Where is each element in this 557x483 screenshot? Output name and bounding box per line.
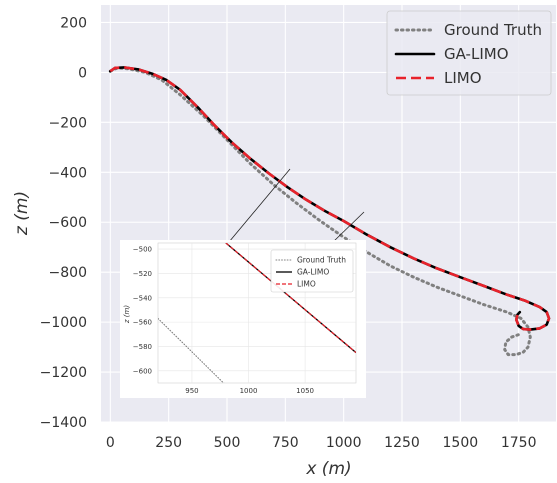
y-tick-label-6: −1000	[40, 315, 87, 331]
series-line-limo	[109, 66, 551, 331]
x-tick-label-0: 0	[106, 435, 115, 451]
inset-legend-label-1: GA-LIMO	[297, 268, 329, 277]
series-line-ground-truth	[108, 66, 532, 357]
legend: Ground Truth GA-LIMO LIMO	[386, 10, 552, 96]
zoom-connector-left	[228, 168, 291, 243]
y-tick-label-4: −600	[49, 215, 87, 231]
zoom-connector-right	[332, 211, 365, 243]
inset-legend-label-0: Ground Truth	[297, 256, 346, 265]
inset-x-tick-label-1: 1000	[240, 387, 258, 395]
inset-y-tick-label-2: −540	[133, 294, 152, 302]
y-tick-label-5: −800	[49, 265, 87, 281]
y-tick-label-7: −1200	[40, 365, 87, 381]
x-tick-label-7: 1750	[501, 435, 537, 451]
x-tick-label-1: 250	[155, 435, 182, 451]
inset-x-tick-labels: 950 1000 1050	[185, 387, 314, 395]
inset-series-line-ground-truth	[158, 317, 225, 383]
inset-x-tick-label-0: 950	[185, 387, 198, 395]
x-tick-labels: 0 250 500 750 1000 1250 1500 1750	[106, 435, 537, 451]
x-axis-label: x (m)	[305, 459, 351, 479]
y-axis-label-text: z (m)	[12, 191, 32, 236]
inset-y-tick-label-5: −600	[133, 367, 152, 375]
x-tick-label-2: 500	[214, 435, 241, 451]
inset-y-tick-label-3: −560	[133, 319, 152, 327]
y-tick-label-8: −1400	[40, 415, 87, 431]
legend-label-2: LIMO	[444, 69, 482, 87]
inset-y-tick-labels: −500 −520 −540 −560 −580 −600	[133, 246, 152, 376]
inset-y-axis-label: z (m)	[123, 305, 131, 324]
y-tick-label-3: −400	[49, 165, 87, 181]
x-axis-label-text: x (m)	[305, 459, 351, 479]
inset-x-tick-label-2: 1050	[296, 387, 314, 395]
inset-series	[158, 243, 356, 383]
y-tick-label-2: −200	[49, 115, 87, 131]
legend-label-0: Ground Truth	[444, 21, 542, 39]
inset-y-tick-label-1: −520	[133, 270, 152, 278]
y-axis-label: z (m)	[12, 191, 32, 236]
inset-y-axis-label-text: z (m)	[123, 305, 131, 324]
inset-y-tick-label-0: −500	[133, 246, 152, 254]
x-tick-label-6: 1500	[443, 435, 479, 451]
x-tick-label-3: 750	[272, 435, 299, 451]
legend-box	[386, 10, 552, 96]
y-tick-label-0: 200	[60, 15, 87, 31]
zoom-inset: 950 1000 1050 −500 −520 −540 −560 −580 −600 z (…	[120, 240, 366, 398]
inset-legend-box	[270, 249, 354, 293]
y-tick-labels: 200 0 −200 −400 −600 −800 −1000 −1200 −1400	[40, 15, 87, 431]
main-series	[108, 66, 551, 357]
x-tick-label-5: 1250	[384, 435, 420, 451]
inset-legend: Ground Truth GA-LIMO LIMO	[270, 249, 354, 293]
inset-series-line-limo	[225, 243, 356, 354]
y-tick-label-1: 0	[78, 65, 87, 81]
x-tick-label-4: 1000	[326, 435, 362, 451]
inset-legend-label-2: LIMO	[297, 280, 316, 289]
legend-label-1: GA-LIMO	[444, 45, 509, 63]
inset-y-tick-label-4: −580	[133, 343, 152, 351]
inset-grid	[158, 243, 356, 383]
